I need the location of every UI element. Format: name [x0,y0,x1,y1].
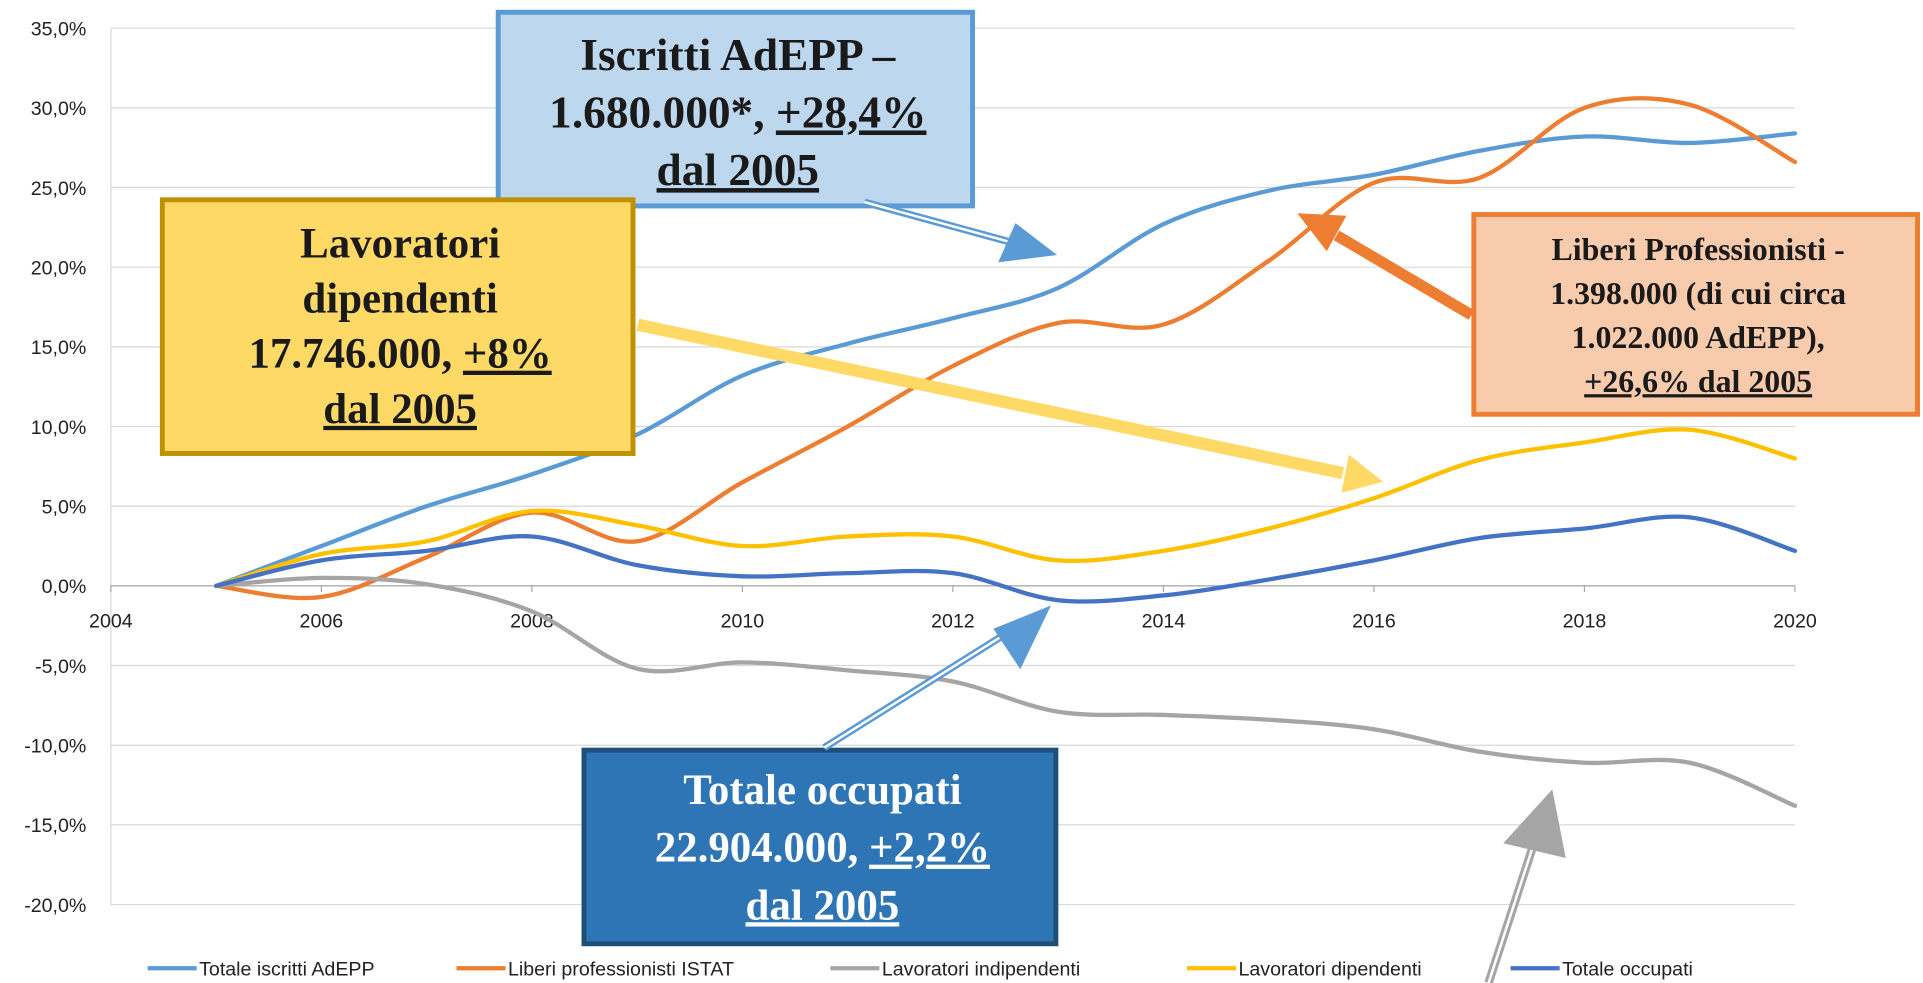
arrow-head [998,223,1058,263]
y-tick-label: 20,0% [31,258,87,280]
x-tick-label: 2018 [1563,611,1607,633]
annotation-line: dal 2005 [657,145,820,195]
legend: Totale iscritti AdEPP Liberi professionis… [147,959,1693,981]
annotation-box [581,747,1059,947]
series-line [213,96,1798,601]
x-tick-label: 2020 [1773,611,1817,633]
annotation-text: 17.746.000, [249,331,463,378]
annotation-line: +26,6% dal 2005 [1584,364,1812,399]
y-tick-label: 15,0% [31,337,87,359]
annotation-line: Totale occupati [683,767,961,814]
arrow [1333,230,1475,320]
annotation-line: 1.680.000*, +28,4% [549,87,926,137]
annotation-text: Liberi Professionisti - [1552,232,1845,267]
annotation-line: 22.904.000, +2,2% [655,825,990,872]
arrow-head [1297,213,1347,252]
annotation-line: Liberi Professionisti - [1552,232,1845,267]
legend-label: Totale iscritti AdEPP [199,959,374,981]
arrow [636,318,1344,480]
annotation-text: dal 2005 [746,882,900,929]
y-tick-label: 35,0% [31,19,87,41]
arrow [1487,835,1538,983]
arrow [864,201,1009,243]
x-tick-label: 2012 [931,611,975,633]
series-line [213,131,1798,589]
annotation-line: 1.398.000 (di cui circa [1550,276,1846,311]
arrow [823,628,1013,749]
y-tick-label: -5,0% [35,656,86,678]
annotation-text: dipendenti [302,276,497,323]
x-tick-label: 2010 [721,611,765,633]
annotation-text: +2,2% [869,825,990,872]
x-tick-label: 2004 [89,611,133,633]
arrow-head [1341,454,1384,493]
series-line [213,427,1798,589]
annotation-text: +26,6% dal 2005 [1584,364,1812,399]
annotation-text: Lavoratori [300,220,500,267]
annotation-text: 1.022.000 AdEPP), [1572,320,1825,355]
annotation-line: 1.022.000 AdEPP), [1572,320,1825,355]
annotation-text: dal 2005 [323,386,477,433]
annotation-line: 17.746.000, +8% [249,331,552,378]
annotation-box [495,9,975,209]
annotation-box [159,197,636,456]
annotation-line: Lavoratori [300,220,500,267]
lines [213,96,1798,808]
annotation-text: 22.904.000, [655,825,869,872]
x-tick-label: 2006 [300,611,344,633]
annotation-line: dipendenti [302,276,497,323]
x-tick-label: 2008 [510,611,554,633]
annotation-text: dal 2005 [657,145,820,195]
annotation-text: 1.398.000 (di cui circa [1550,276,1846,311]
annotation-line: Iscritti AdEPP – [580,30,895,80]
y-tick-label: -15,0% [24,815,86,837]
y-tick-label: -20,0% [24,895,86,917]
y-tick-label: 25,0% [31,178,87,200]
arrows [636,198,1566,983]
y-tick-label: 30,0% [31,98,87,120]
y-tick-label: -10,0% [24,736,86,758]
arrow-head [1503,789,1566,858]
legend-label: Totale occupati [1562,959,1693,981]
annotation-text: +28,4% [776,87,927,137]
y-tick-label: 0,0% [42,576,87,598]
annotation-line: dal 2005 [746,882,900,929]
annotation-box [1471,212,1920,417]
legend-label: Lavoratori indipendenti [882,959,1080,981]
legend-label: Lavoratori dipendenti [1239,959,1422,981]
annotation-text: Totale occupati [683,767,961,814]
annotations: Iscritti AdEPP – 1.680.000*, +28,4% dal 20… [159,9,1920,947]
series-line [213,575,1798,808]
y-tick-label: 5,0% [42,497,87,519]
x-tick-label: 2014 [1142,611,1186,633]
x-tick-label: 2016 [1352,611,1396,633]
series-line [213,514,1798,604]
annotation-text: Iscritti AdEPP – [580,30,895,80]
annotation-text: +8% [463,331,552,378]
annotation-text: 1.680.000*, [549,87,776,137]
arrow-head [993,605,1051,670]
legend-label: Liberi professionisti ISTAT [508,959,734,981]
annotation-line: dal 2005 [323,386,477,433]
y-tick-label: 10,0% [31,417,87,439]
